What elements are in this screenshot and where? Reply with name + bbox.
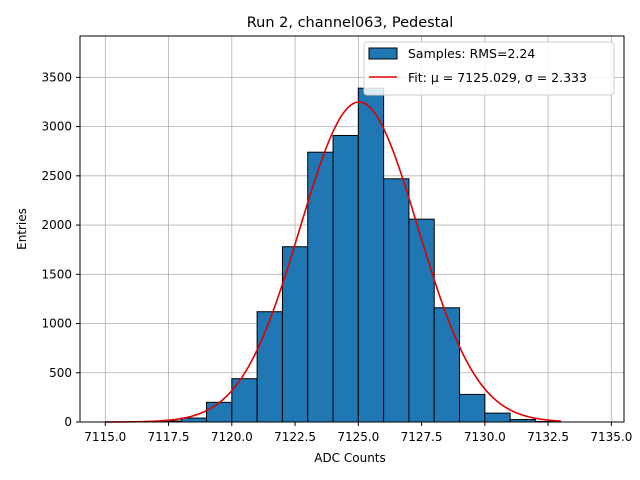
legend-box [363, 41, 615, 96]
y-axis-ticks: 0 500 1000 1500 2000 2500 3000 3500 [41, 70, 80, 429]
histogram-bar [484, 412, 511, 423]
legend-samples-label: Samples: RMS=2.24 [408, 46, 535, 61]
histogram-bar [307, 151, 334, 423]
x-tick-label: 7135.0 [590, 430, 632, 444]
histogram-bar [408, 218, 435, 423]
x-tick-label: 7132.5 [527, 430, 569, 444]
y-tick-label: 3000 [41, 120, 72, 134]
histogram-bar [206, 401, 233, 423]
chart-title: Run 2, channel063, Pedestal [247, 15, 454, 31]
y-axis-label: Entries [15, 208, 29, 250]
fit-curve-group [105, 101, 561, 423]
histogram-bar [256, 311, 283, 423]
legend-samples-swatch [368, 47, 398, 60]
x-tick-label: 7125.0 [337, 430, 379, 444]
y-tick-label: 500 [49, 366, 72, 380]
y-tick-label: 1000 [41, 317, 72, 331]
x-axis-label: ADC Counts [314, 451, 386, 465]
x-tick-label: 7122.5 [274, 430, 316, 444]
x-tick-label: 7120.0 [211, 430, 253, 444]
plot-frame [79, 35, 625, 423]
x-tick-label: 7115.0 [84, 430, 126, 444]
histogram-bar [383, 178, 410, 423]
y-tick-label: 1500 [41, 267, 72, 281]
legend-fit-label: Fit: μ = 7125.029, σ = 2.333 [408, 70, 587, 85]
x-axis-ticks: 7115.0 7117.5 7120.0 7122.5 7125.0 7127.5 7130… [84, 422, 632, 444]
y-tick-label: 0 [64, 415, 72, 429]
histogram-bar [357, 87, 385, 423]
x-tick-label: 7130.0 [464, 430, 506, 444]
y-tick-label: 2000 [41, 218, 72, 232]
y-tick-label: 3500 [41, 70, 72, 84]
x-tick-label: 7127.5 [401, 430, 443, 444]
legend: Samples: RMS=2.24 Fit: μ = 7125.029, σ =… [363, 41, 615, 96]
histogram-bar [433, 307, 461, 423]
histogram-bar [459, 393, 486, 423]
histogram-bar [332, 134, 359, 423]
x-tick-label: 7117.5 [148, 430, 190, 444]
fit-curve [105, 101, 561, 423]
y-tick-label: 2500 [41, 169, 72, 183]
